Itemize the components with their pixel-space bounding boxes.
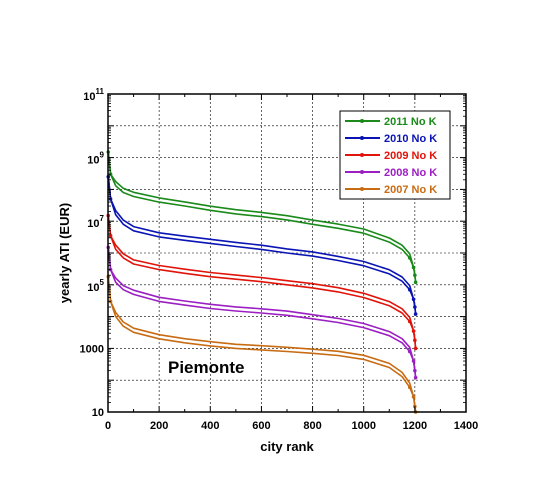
- legend-label: 2008 No K: [384, 167, 437, 179]
- series-point: [407, 287, 412, 292]
- series-point: [407, 256, 412, 260]
- series-line-alt-2009-no-k: [107, 215, 417, 349]
- series-point: [413, 375, 418, 380]
- series-point: [411, 265, 416, 270]
- series-point: [413, 312, 418, 316]
- series-point: [413, 280, 418, 285]
- x-tick-label: 600: [252, 420, 270, 432]
- series-line-2011-no-k: [107, 151, 417, 283]
- series-layer: [106, 150, 418, 414]
- series-point: [108, 233, 113, 238]
- y-tick-label: 109: [87, 151, 104, 167]
- y-tick-label: 107: [87, 214, 104, 230]
- legend-label: 2011 No K: [384, 116, 437, 128]
- series-line-2008-no-k: [107, 247, 417, 378]
- x-tick-label: 400: [201, 420, 219, 432]
- y-axis-label: yearly ATI (EUR): [57, 203, 72, 303]
- series-line-alt-2011-no-k: [107, 151, 417, 283]
- series-point: [411, 297, 416, 302]
- x-axis-label: city rank: [260, 439, 314, 454]
- series-point: [407, 349, 412, 354]
- series-point: [413, 305, 417, 309]
- series-line-alt-2007-no-k: [107, 276, 417, 413]
- x-tick-label: 0: [105, 420, 111, 432]
- x-tick-label: 800: [303, 420, 321, 432]
- series-line-2007-no-k: [107, 276, 417, 413]
- y-tick-label: 1000: [80, 343, 104, 355]
- series-point: [413, 338, 417, 343]
- x-tick-label: 1200: [403, 420, 427, 432]
- series-point: [411, 359, 416, 363]
- legend-marker: [360, 119, 364, 123]
- legend: 2011 No K 2010 No K 2009 No K 2008 No K 2007…: [339, 110, 451, 200]
- legend-label: 2010 No K: [384, 133, 437, 145]
- series-point: [411, 395, 416, 399]
- legend-marker: [360, 153, 364, 157]
- y-tick-label: 105: [87, 278, 104, 294]
- y-tick-label: 10: [92, 407, 104, 419]
- legend-marker: [360, 187, 364, 191]
- series-line-alt-2008-no-k: [107, 247, 417, 378]
- legend-label: 2009 No K: [384, 150, 437, 162]
- x-tick-label: 200: [150, 420, 168, 432]
- series-line-alt-2010-no-k: [107, 176, 417, 315]
- legend-label: 2007 No K: [384, 184, 437, 196]
- region-annotation: Piemonte: [168, 358, 245, 377]
- y-tick-label: 1011: [83, 87, 104, 103]
- axis-ticks: 0 200 400 600 800 1000 1200 1400 10 1000 105 107 109…: [80, 87, 479, 432]
- series-point: [407, 385, 412, 390]
- legend-marker: [360, 170, 364, 174]
- series-point: [411, 329, 416, 333]
- series-line-2009-no-k: [107, 215, 417, 349]
- series-line-2010-no-k: [107, 176, 417, 315]
- series-point: [413, 368, 417, 373]
- series-point: [413, 273, 417, 278]
- series-point: [413, 346, 418, 351]
- legend-marker: [360, 136, 364, 140]
- series-point: [407, 319, 412, 324]
- x-tick-label: 1400: [454, 420, 478, 432]
- x-tick-label: 1000: [351, 420, 375, 432]
